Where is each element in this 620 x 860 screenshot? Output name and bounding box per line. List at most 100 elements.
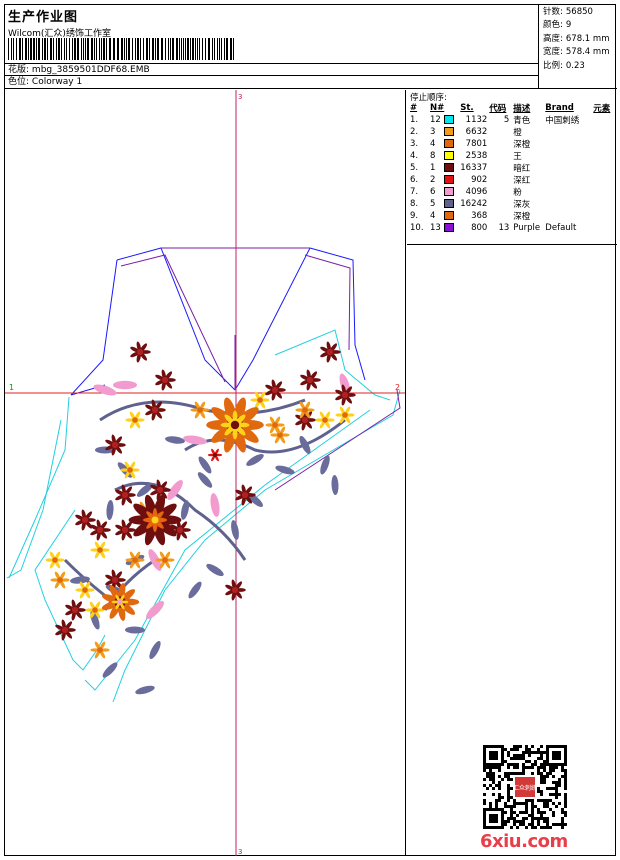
stop-row: 3. 4 7801 深橙 xyxy=(410,138,616,150)
stop-description: 深橙 xyxy=(513,140,531,150)
stop-description: 深橙 xyxy=(513,212,531,222)
col-stitches: St. xyxy=(460,103,474,113)
swatch-box xyxy=(444,175,455,184)
stop-needle: 12 xyxy=(430,115,441,125)
spec-row: 高度: 678.1 mm xyxy=(543,33,617,46)
stop-index: 4. xyxy=(410,151,419,161)
stop-description: 深红 xyxy=(513,176,531,186)
stop-index: 2. xyxy=(410,127,419,137)
stop-needle: 5 xyxy=(430,199,436,209)
stop-stitches: 4096 xyxy=(465,187,488,197)
stop-needle: 1 xyxy=(430,163,436,173)
stop-element xyxy=(593,150,616,162)
stop-code xyxy=(489,150,513,162)
spec-value: 0.23 xyxy=(565,60,585,71)
stop-brand xyxy=(545,138,593,150)
swatch-box xyxy=(444,139,455,148)
spec-value: 9 xyxy=(565,20,572,31)
stop-code: 13 xyxy=(498,222,510,233)
header-info: 生产作业图 Wilcom(汇众)绣饰工作室 花版: mbg_3859501DDF… xyxy=(5,5,539,89)
stop-code xyxy=(489,186,513,198)
swatch-box xyxy=(444,187,455,196)
stop-code xyxy=(489,162,513,174)
stop-needle: 13 xyxy=(430,222,441,233)
stop-brand: Default xyxy=(545,222,577,233)
stop-index: 1. xyxy=(410,115,419,125)
stop-description: 青色 xyxy=(513,116,531,126)
stop-stitches: 368 xyxy=(471,211,488,221)
stop-row: 1. 12 1132 5 青色 中国刺绣 xyxy=(410,114,616,126)
stop-description: 暗红 xyxy=(513,164,531,174)
design-file-row: 花版: mbg_3859501DDF68.EMB xyxy=(5,63,539,75)
stop-row: 5. 1 16337 暗红 xyxy=(410,162,616,174)
spec-row: 颜色: 9 xyxy=(543,19,617,32)
swatch-box xyxy=(444,163,455,172)
stop-row: 10. 13 800 13 Purple Default xyxy=(410,222,616,233)
stop-index: 7. xyxy=(410,187,419,197)
spec-list: 针数: 56850 颜色: 9 高度: 678.1 mm 宽度: 578.4 mm 比例: 0.2… xyxy=(541,5,617,89)
col-brand: Brand xyxy=(545,103,574,113)
stop-element xyxy=(593,198,616,210)
stop-table-header: # N# St. 代码 描述 Brand 元素 xyxy=(410,102,616,114)
color-swatch xyxy=(444,210,460,222)
stop-stitches: 902 xyxy=(471,175,488,185)
col-swatch xyxy=(444,102,460,114)
stop-needle: 3 xyxy=(430,127,436,137)
stop-row: 9. 4 368 深橙 xyxy=(410,210,616,222)
stop-row: 8. 5 16242 深灰 xyxy=(410,198,616,210)
neckline-outline xyxy=(70,247,366,396)
stop-element xyxy=(593,162,616,174)
qr-seal-text: 汇众刺绣 xyxy=(513,784,537,792)
company-name: Wilcom(汇众)绣饰工作室 xyxy=(8,29,111,39)
stop-needle: 6 xyxy=(430,187,436,197)
stop-brand xyxy=(545,126,593,138)
stop-sequence-table: # N# St. 代码 描述 Brand 元素 1. 12 1132 5 青色 中国刺绣 2… xyxy=(410,102,616,233)
col-code: 代码 xyxy=(489,104,507,114)
swatch-box xyxy=(444,151,455,160)
design-file-name: mbg_3859501DDF68.EMB xyxy=(31,65,150,75)
stop-description: 橙 xyxy=(513,128,522,138)
stop-code xyxy=(489,174,513,186)
spec-value: 678.1 mm xyxy=(565,33,610,44)
col-needle: N# xyxy=(430,103,445,113)
color-swatch xyxy=(444,126,460,138)
color-swatch xyxy=(444,162,460,174)
stop-brand: 中国刺绣 xyxy=(545,116,580,126)
colorway-name: Colorway 1 xyxy=(31,77,83,87)
stop-code xyxy=(489,126,513,138)
stop-row: 7. 6 4096 粉 xyxy=(410,186,616,198)
color-swatch xyxy=(444,174,460,186)
spec-label: 高度: xyxy=(543,33,563,44)
stop-index: 6. xyxy=(410,175,419,185)
swatch-box xyxy=(444,211,455,220)
stop-index: 8. xyxy=(410,199,419,209)
stop-sequence-title: 停止顺序: xyxy=(410,93,447,103)
color-swatch xyxy=(444,114,460,126)
swatch-box xyxy=(444,127,455,136)
axis-label-bottom: 3 xyxy=(238,848,242,856)
spec-value: 56850 xyxy=(565,7,593,17)
stop-brand xyxy=(545,150,593,162)
stop-description: Purple xyxy=(513,222,541,233)
spec-value: 578.4 mm xyxy=(565,47,610,58)
colorway-row: 色位: Colorway 1 xyxy=(5,75,539,87)
color-swatch xyxy=(444,186,460,198)
stop-index: 3. xyxy=(410,139,419,149)
sheet-title: 生产作业图 xyxy=(8,10,79,25)
stop-description: 深灰 xyxy=(513,200,531,210)
stop-index: 10. xyxy=(410,222,424,233)
stop-needle: 4 xyxy=(430,211,436,221)
spec-label: 宽度: xyxy=(543,47,563,58)
stop-element xyxy=(593,210,616,222)
col-description: 描述 xyxy=(513,104,531,114)
stop-needle: 8 xyxy=(430,151,436,161)
color-swatch xyxy=(444,222,460,233)
stop-brand xyxy=(545,198,593,210)
stop-needle: 2 xyxy=(430,175,436,185)
stop-index: 9. xyxy=(410,211,419,221)
stop-element xyxy=(593,222,616,233)
axis-label-left: 1 xyxy=(9,383,14,392)
stop-code: 5 xyxy=(503,115,510,125)
stop-stitches: 2538 xyxy=(465,151,488,161)
spec-label: 颜色: xyxy=(543,20,563,31)
